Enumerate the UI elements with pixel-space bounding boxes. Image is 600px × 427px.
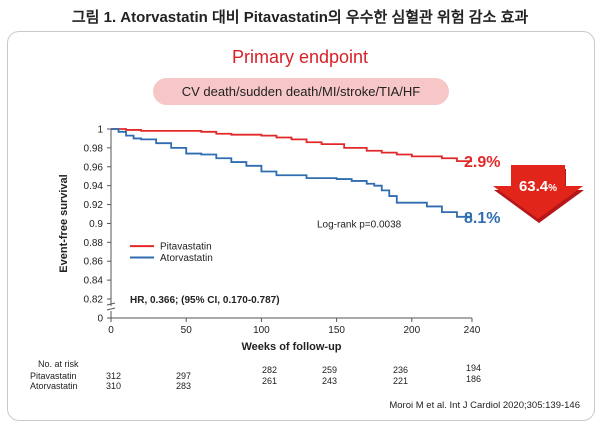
x-tick-label: 240 bbox=[464, 325, 481, 336]
axes-layer bbox=[106, 128, 473, 322]
y-tick-label: 0.98 bbox=[84, 143, 104, 154]
legend-label-pitavastatin: Pitavastatin bbox=[160, 242, 212, 253]
risk-value-ator-100: 261 bbox=[262, 376, 278, 386]
y-tick-label: 0.88 bbox=[84, 238, 104, 249]
risk-value-ator-50: 283 bbox=[176, 381, 192, 391]
y-tick-label: 1 bbox=[97, 125, 103, 136]
risk-value-ator-0: 310 bbox=[106, 381, 122, 391]
y-tick-label: 0 bbox=[97, 314, 103, 325]
y-tick-label: 0.84 bbox=[84, 276, 104, 287]
endpoint-definition-pill: CV death/sudden death/MI/stroke/TIA/HF bbox=[153, 78, 449, 105]
label-layer: 0 0.82 0.84 0.86 0.88 0.9 0.92 0.94 0.96 0.98 1 0 50… bbox=[58, 125, 584, 353]
risk-reduction-arrow-group: 63.4% bbox=[493, 165, 584, 223]
risk-reduction-unit: % bbox=[548, 183, 557, 194]
citation: Moroi M et al. Int J Cardiol 2020;305:13… bbox=[389, 400, 580, 411]
logrank-annotation: Log-rank p=0.0038 bbox=[317, 219, 402, 230]
pitavastatin-event-rate-label: 2.9% bbox=[464, 154, 500, 171]
page-title: 그림 1. Atorvastatin 대비 Pitavastatin의 우수한 … bbox=[71, 9, 529, 26]
risk-row-label-pitavastatin: Pitavastatin bbox=[30, 371, 77, 381]
x-tick-label: 50 bbox=[181, 325, 193, 336]
y-axis-break-mark-2 bbox=[106, 307, 116, 311]
x-axis-title: Weeks of follow-up bbox=[241, 341, 341, 353]
y-tick-label: 0.92 bbox=[84, 200, 104, 211]
x-tick-label: 0 bbox=[108, 325, 114, 336]
risk-value-pita-150: 259 bbox=[322, 365, 338, 375]
series-layer bbox=[111, 128, 472, 218]
risk-value-pita-0: 312 bbox=[106, 371, 122, 381]
y-tick-label: 0.82 bbox=[84, 295, 104, 306]
series-line-pitavastatin bbox=[111, 128, 472, 163]
y-tick-label: 0.9 bbox=[89, 219, 103, 230]
x-tick-label: 150 bbox=[328, 325, 345, 336]
y-axis-title: Event-free survival bbox=[58, 174, 70, 272]
risk-reduction-arrow-icon bbox=[493, 165, 583, 219]
risk-value-ator-150: 243 bbox=[322, 376, 338, 386]
y-tick-label: 0.96 bbox=[84, 162, 104, 173]
risk-reduction-number: 63.4 bbox=[519, 178, 549, 195]
risk-value-pita-200: 236 bbox=[393, 365, 409, 375]
risk-value-ator-200: 221 bbox=[393, 376, 409, 386]
x-tick-label: 100 bbox=[253, 325, 270, 336]
series-line-atorvastatin bbox=[111, 128, 472, 218]
hazard-ratio-annotation: HR, 0.366; (95% CI, 0.170-0.787) bbox=[130, 295, 280, 306]
atorvastatin-event-rate-label: 8.1% bbox=[464, 210, 500, 227]
risk-value-pita-100: 282 bbox=[262, 365, 278, 375]
primary-endpoint-heading: Primary endpoint bbox=[231, 47, 369, 67]
legend-label-atorvastatin: Atorvastatin bbox=[160, 253, 213, 264]
risk-value-pita-50: 297 bbox=[176, 371, 192, 381]
y-tick-label: 0.94 bbox=[84, 181, 104, 192]
y-tick-label: 0.86 bbox=[84, 257, 104, 268]
risk-value-pita-240: 194 bbox=[466, 363, 482, 373]
risk-reduction-value: 63.4% bbox=[519, 178, 557, 195]
risk-row-label-atorvastatin: Atorvastatin bbox=[30, 381, 78, 391]
risk-table-header: No. at risk bbox=[38, 359, 79, 369]
y-axis-break-mark-1 bbox=[106, 302, 116, 306]
risk-value-ator-240: 186 bbox=[466, 374, 482, 384]
x-tick-label: 200 bbox=[403, 325, 420, 336]
